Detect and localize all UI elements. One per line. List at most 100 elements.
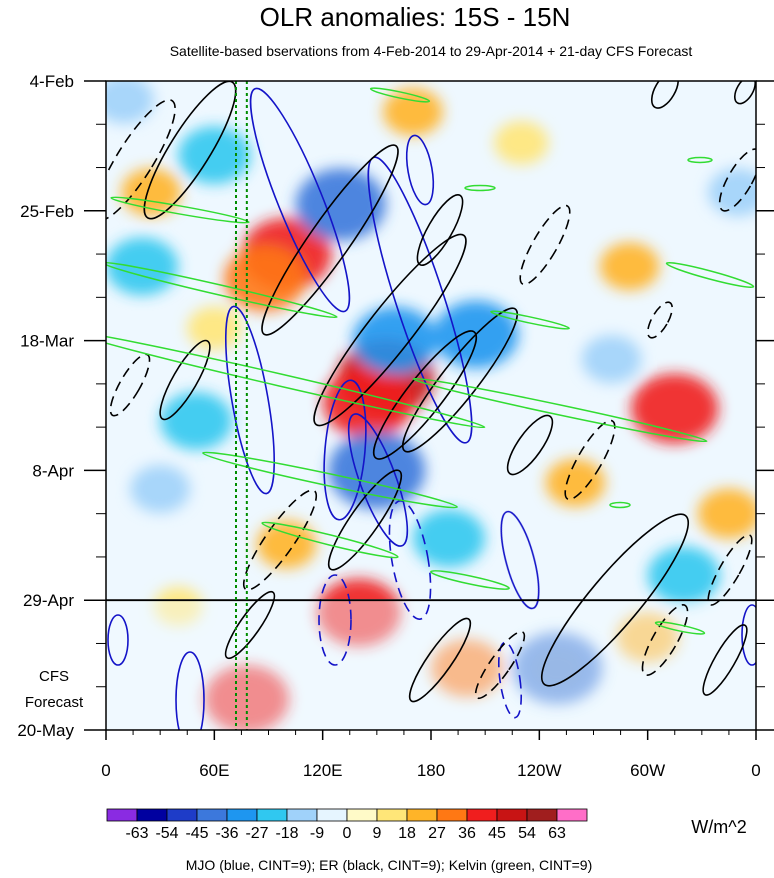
mjo-contour [249,87,351,313]
er-contour [159,339,211,421]
y-tick-label: 20-May [17,721,74,740]
kelvin-contour [464,184,496,192]
colorbar: -63 -54 -45 -36 -27 -18 -9 0 9 18 27 36 45 54 63 [106,808,588,842]
er-contour [519,204,571,286]
x-tick-label: 60W [630,761,665,780]
colorbar-label: 45 [488,825,506,842]
er-contour [224,590,276,660]
colorbar-swatch [496,808,528,822]
mjo-contour [497,641,523,719]
colorbar-label: -63 [125,825,148,842]
colorbar-label: -45 [185,825,208,842]
er-contour [650,81,680,109]
colorbar-swatch [376,808,408,822]
negative-anomaly [328,431,426,510]
positive-anomaly [316,578,402,647]
y-tick-label: 29-Apr [23,591,74,610]
er-contour [506,414,554,476]
kelvin-contour [430,570,510,590]
mjo-contour [318,574,352,666]
x-tick-label: 180 [417,761,445,780]
colorbar-label: 54 [518,825,536,842]
er-contour [106,99,176,221]
chart-title: OLR anomalies: 15S - 15N [260,2,571,32]
colorbar-swatch [256,808,288,822]
kelvin-contour [687,156,713,164]
colorbar-swatch [406,808,438,822]
er-contour [733,81,756,105]
footnote: MJO (blue, CINT=9); ER (black, CINT=9); … [186,857,593,873]
er-contour [143,81,237,220]
colorbar-label: 0 [343,825,352,842]
positive-anomaly [204,665,290,730]
colorbar-label: 9 [373,825,382,842]
colorbar-swatch [526,808,558,822]
colorbar-label: -9 [310,825,324,842]
colorbar-label: -54 [155,825,178,842]
forecast-region [106,599,756,730]
positive-anomaly [256,520,317,569]
negative-anomaly [412,509,486,568]
y-tick-label: 25-Feb [20,202,74,221]
negative-anomaly [708,168,756,217]
kelvin-contour [665,261,755,289]
negative-anomaly [160,392,233,450]
colorbar-swatch [556,808,588,822]
negative-anomaly [295,168,386,241]
kelvin-contour [106,331,486,429]
positive-anomaly [545,458,606,507]
y-tick-label: 8-Apr [32,461,74,480]
colorbar-swatch [346,808,378,822]
colorbar-swatch [166,808,198,822]
er-contour [416,194,464,266]
mjo-contour [224,305,276,495]
colorbar-swatch [286,808,318,822]
er-contour [474,630,526,700]
mjo-contour [405,134,435,206]
er-contour [261,144,399,336]
er-contour [372,330,478,460]
colorbar-label: 18 [398,825,416,842]
kelvin-contour [106,261,338,319]
colorbar-label: 27 [428,825,446,842]
negative-anomaly [512,632,603,705]
colorbar-swatch [226,808,258,822]
er-contour [707,534,753,606]
kelvin-contour [609,501,631,509]
y-axis: 4-Feb 25-Feb 18-Mar 8-Apr 29-Apr 20-May [17,72,774,740]
x-tick-label: 0 [101,761,110,780]
negative-anomaly [106,237,179,296]
chart-subtitle: Satellite-based bservations from 4-Feb-2… [170,43,693,59]
mjo-contour [107,614,129,666]
forecast-label-line1: CFS [39,668,69,685]
negative-anomaly [581,335,642,384]
kelvin-contour [369,87,431,103]
colorbar-label: -18 [275,825,298,842]
er-contour [327,469,403,571]
mjo-contour [347,413,409,547]
colorbar-label: 63 [548,825,566,842]
colorbar-unit: W/m^2 [691,817,746,837]
x-tick-label: 120W [517,761,561,780]
positive-anomaly [697,488,756,539]
er-contour [402,307,518,453]
er-contour [242,489,318,591]
negative-anomaly [178,126,251,185]
kelvin-contours [106,87,755,635]
positive-anomaly [153,586,203,626]
er-contour [641,604,689,676]
negative-anomaly [647,546,720,605]
positive-anomaly [431,639,504,698]
positive-anomaly [187,306,242,350]
positive-anomaly [322,366,413,439]
positive-anomaly [224,246,306,312]
mjo-contour [741,604,756,666]
colorbar-label: -27 [245,825,268,842]
positive-anomaly [494,121,549,165]
kelvin-contour [202,451,458,509]
mjo-contour [323,379,367,521]
colorbar-swatch [196,808,228,822]
negative-anomaly [130,465,191,513]
colorbar-label: -36 [215,825,238,842]
